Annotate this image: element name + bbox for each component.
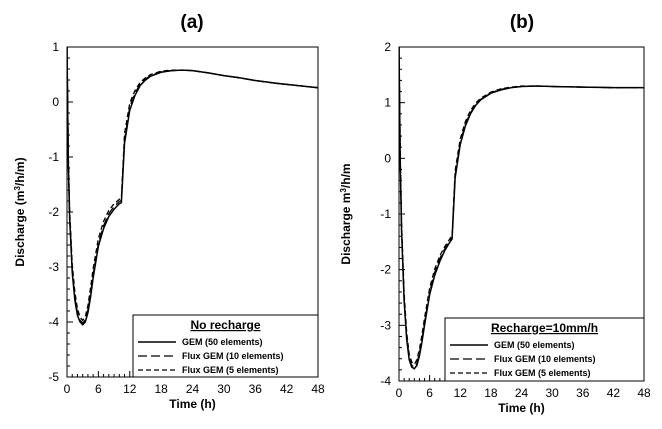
y-tick-label: -3 [380, 318, 391, 332]
legend-label-1: GEM (50 elements) [494, 340, 575, 350]
y-tick-label: -4 [48, 315, 59, 329]
series-line-3 [399, 47, 644, 366]
x-tick-label: 24 [515, 386, 529, 400]
y-tick-label: 1 [384, 96, 391, 110]
x-tick-label: 18 [484, 386, 498, 400]
y-tick-label: 0 [384, 151, 391, 165]
y-tick-label: -1 [48, 150, 59, 164]
x-tick-label: 6 [426, 386, 433, 400]
y-tick-label: -4 [380, 374, 391, 388]
legend-title: No recharge [190, 318, 260, 332]
legend-title: Recharge=10mm/h [491, 321, 598, 335]
y-tick-label: -1 [380, 207, 391, 221]
y-axis-label: Discharge (m3/h/m) [13, 157, 28, 266]
x-tick-label: 36 [249, 382, 263, 396]
x-axis-label: Time (h) [169, 397, 215, 411]
chart-panel-a: (a) 0 6 12 18 24 30 36 42 48 -5 -4 -3 -2 -1 0 1 Time (h) D… [13, 12, 325, 411]
x-tick-label: 48 [311, 382, 325, 396]
legend-label-3: Flux GEM (5 elements) [182, 365, 279, 375]
series-line-2 [67, 47, 318, 325]
series-line-3 [67, 47, 318, 322]
panel-title: (b) [510, 12, 534, 33]
legend-label-2: Flux GEM (10 elements) [494, 354, 596, 364]
x-tick-label: 0 [64, 382, 71, 396]
y-tick-label: -2 [48, 205, 59, 219]
series-line-2 [399, 47, 644, 368]
x-tick-label: 42 [607, 386, 621, 400]
x-tick-label: 0 [396, 386, 403, 400]
y-tick-label: 1 [52, 40, 59, 54]
x-tick-label: 24 [186, 382, 200, 396]
legend-label-3: Flux GEM (5 elements) [494, 368, 591, 378]
panel-title: (a) [180, 12, 203, 33]
legend-label-2: Flux GEM (10 elements) [182, 351, 284, 361]
y-tick-label: -3 [48, 260, 59, 274]
x-tick-label: 42 [280, 382, 294, 396]
x-tick-label: 36 [576, 386, 590, 400]
legend-box [444, 317, 645, 382]
y-tick-label: 0 [52, 95, 59, 109]
x-tick-label: 12 [454, 386, 468, 400]
legend-box [132, 314, 319, 378]
legend-label-1: GEM (50 elements) [182, 337, 263, 347]
y-tick-label: -5 [48, 370, 59, 384]
y-axis-label: Discharge m3/h/m [339, 163, 354, 264]
x-tick-label: 12 [123, 382, 137, 396]
y-tick-label: 2 [384, 40, 391, 54]
x-axis-label: Time (h) [498, 401, 544, 415]
x-tick-label: 48 [637, 386, 651, 400]
y-tick-label: -2 [380, 263, 391, 277]
x-tick-label: 30 [217, 382, 231, 396]
x-tick-label: 18 [154, 382, 168, 396]
x-tick-label: 30 [545, 386, 559, 400]
x-tick-label: 6 [95, 382, 102, 396]
series-line-1 [67, 47, 318, 326]
